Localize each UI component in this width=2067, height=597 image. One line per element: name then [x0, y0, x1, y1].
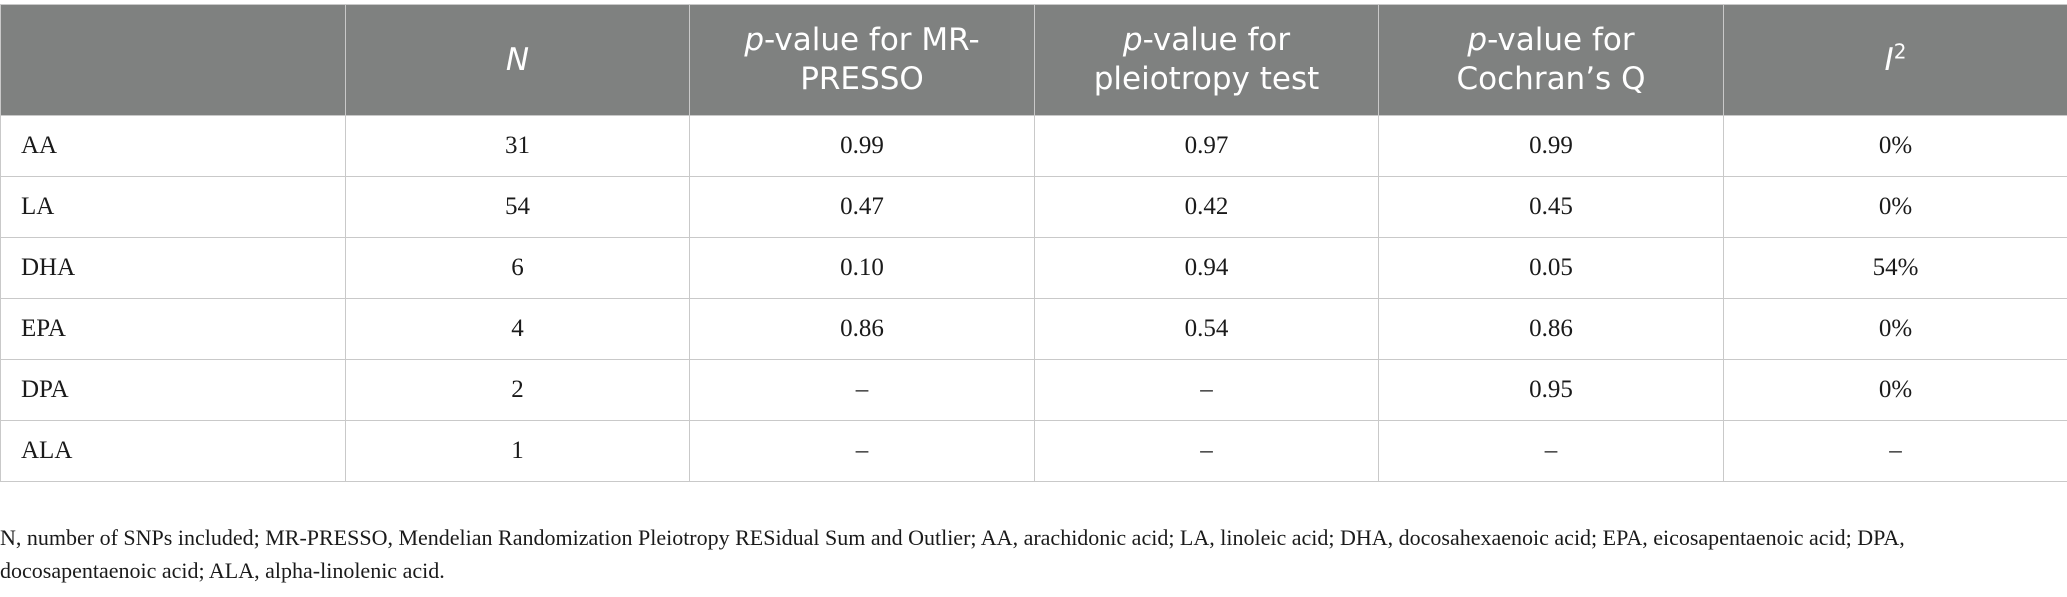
row-label: DHA — [0, 237, 346, 299]
cell-mr-presso: – — [689, 420, 1035, 482]
cell-cochran: 0.99 — [1378, 115, 1724, 177]
cell-cochran: 0.05 — [1378, 237, 1724, 299]
header-i-superscript: 2 — [1893, 39, 1907, 64]
cell-n: 6 — [345, 237, 690, 299]
row-label: EPA — [0, 298, 346, 360]
cell-pleiotropy: – — [1034, 359, 1379, 421]
header-cell-cochran: p-value for Cochran’s Q — [1378, 4, 1724, 116]
cell-i2: 0% — [1723, 298, 2067, 360]
table-row: DHA 6 0.10 0.94 0.05 54% — [0, 237, 2067, 299]
cell-mr-presso: 0.10 — [689, 237, 1035, 299]
row-label: AA — [0, 115, 346, 177]
table-row: LA 54 0.47 0.42 0.45 0% — [0, 176, 2067, 238]
cell-i2: 0% — [1723, 176, 2067, 238]
cell-i2: – — [1723, 420, 2067, 482]
header-mr-presso-text: -value for MR-PRESSO — [764, 22, 980, 97]
header-cell-pleiotropy: p-value for pleiotropy test — [1034, 4, 1379, 116]
cell-n: 1 — [345, 420, 690, 482]
cell-i2: 0% — [1723, 359, 2067, 421]
cell-cochran: – — [1378, 420, 1724, 482]
table-row: ALA 1 – – – – — [0, 420, 2067, 482]
cell-pleiotropy: 0.42 — [1034, 176, 1379, 238]
table-footnote: N, number of SNPs included; MR-PRESSO, M… — [0, 525, 1905, 583]
table-row: AA 31 0.99 0.97 0.99 0% — [0, 115, 2067, 177]
cell-mr-presso: 0.47 — [689, 176, 1035, 238]
header-p-italic: p — [1467, 22, 1488, 58]
header-cell-mr-presso: p-value for MR-PRESSO — [689, 4, 1035, 116]
row-label: ALA — [0, 420, 346, 482]
header-p-italic: p — [1122, 22, 1143, 58]
cell-cochran: 0.45 — [1378, 176, 1724, 238]
cell-mr-presso: 0.99 — [689, 115, 1035, 177]
header-p-italic: p — [744, 22, 765, 58]
header-pleiotropy-text: -value for pleiotropy test — [1093, 22, 1320, 97]
header-cochran-text: -value for Cochran’s Q — [1456, 22, 1646, 97]
row-label: LA — [0, 176, 346, 238]
cell-pleiotropy: 0.54 — [1034, 298, 1379, 360]
cell-n: 54 — [345, 176, 690, 238]
cell-mr-presso: 0.86 — [689, 298, 1035, 360]
table-body: AA 31 0.99 0.97 0.99 0% LA 54 0.47 0.42 … — [0, 115, 2067, 482]
row-label: DPA — [0, 359, 346, 421]
header-i-italic: I — [1884, 41, 1894, 78]
cell-cochran: 0.86 — [1378, 298, 1724, 360]
cell-mr-presso: – — [689, 359, 1035, 421]
cell-pleiotropy: 0.97 — [1034, 115, 1379, 177]
results-table: N p-value for MR-PRESSO p-value for plei… — [0, 4, 2067, 482]
header-n-text: N — [505, 41, 530, 78]
cell-cochran: 0.95 — [1378, 359, 1724, 421]
cell-n: 4 — [345, 298, 690, 360]
cell-pleiotropy: – — [1034, 420, 1379, 482]
cell-n: 2 — [345, 359, 690, 421]
header-cell-empty — [0, 4, 346, 116]
cell-i2: 54% — [1723, 237, 2067, 299]
table-header: N p-value for MR-PRESSO p-value for plei… — [0, 4, 2067, 116]
cell-pleiotropy: 0.94 — [1034, 237, 1379, 299]
header-cell-n: N — [345, 4, 690, 116]
cell-n: 31 — [345, 115, 690, 177]
header-cell-i2: I2 — [1723, 4, 2067, 116]
table-row: DPA 2 – – 0.95 0% — [0, 359, 2067, 421]
table-row: EPA 4 0.86 0.54 0.86 0% — [0, 298, 2067, 360]
header-row: N p-value for MR-PRESSO p-value for plei… — [0, 4, 2067, 116]
cell-i2: 0% — [1723, 115, 2067, 177]
